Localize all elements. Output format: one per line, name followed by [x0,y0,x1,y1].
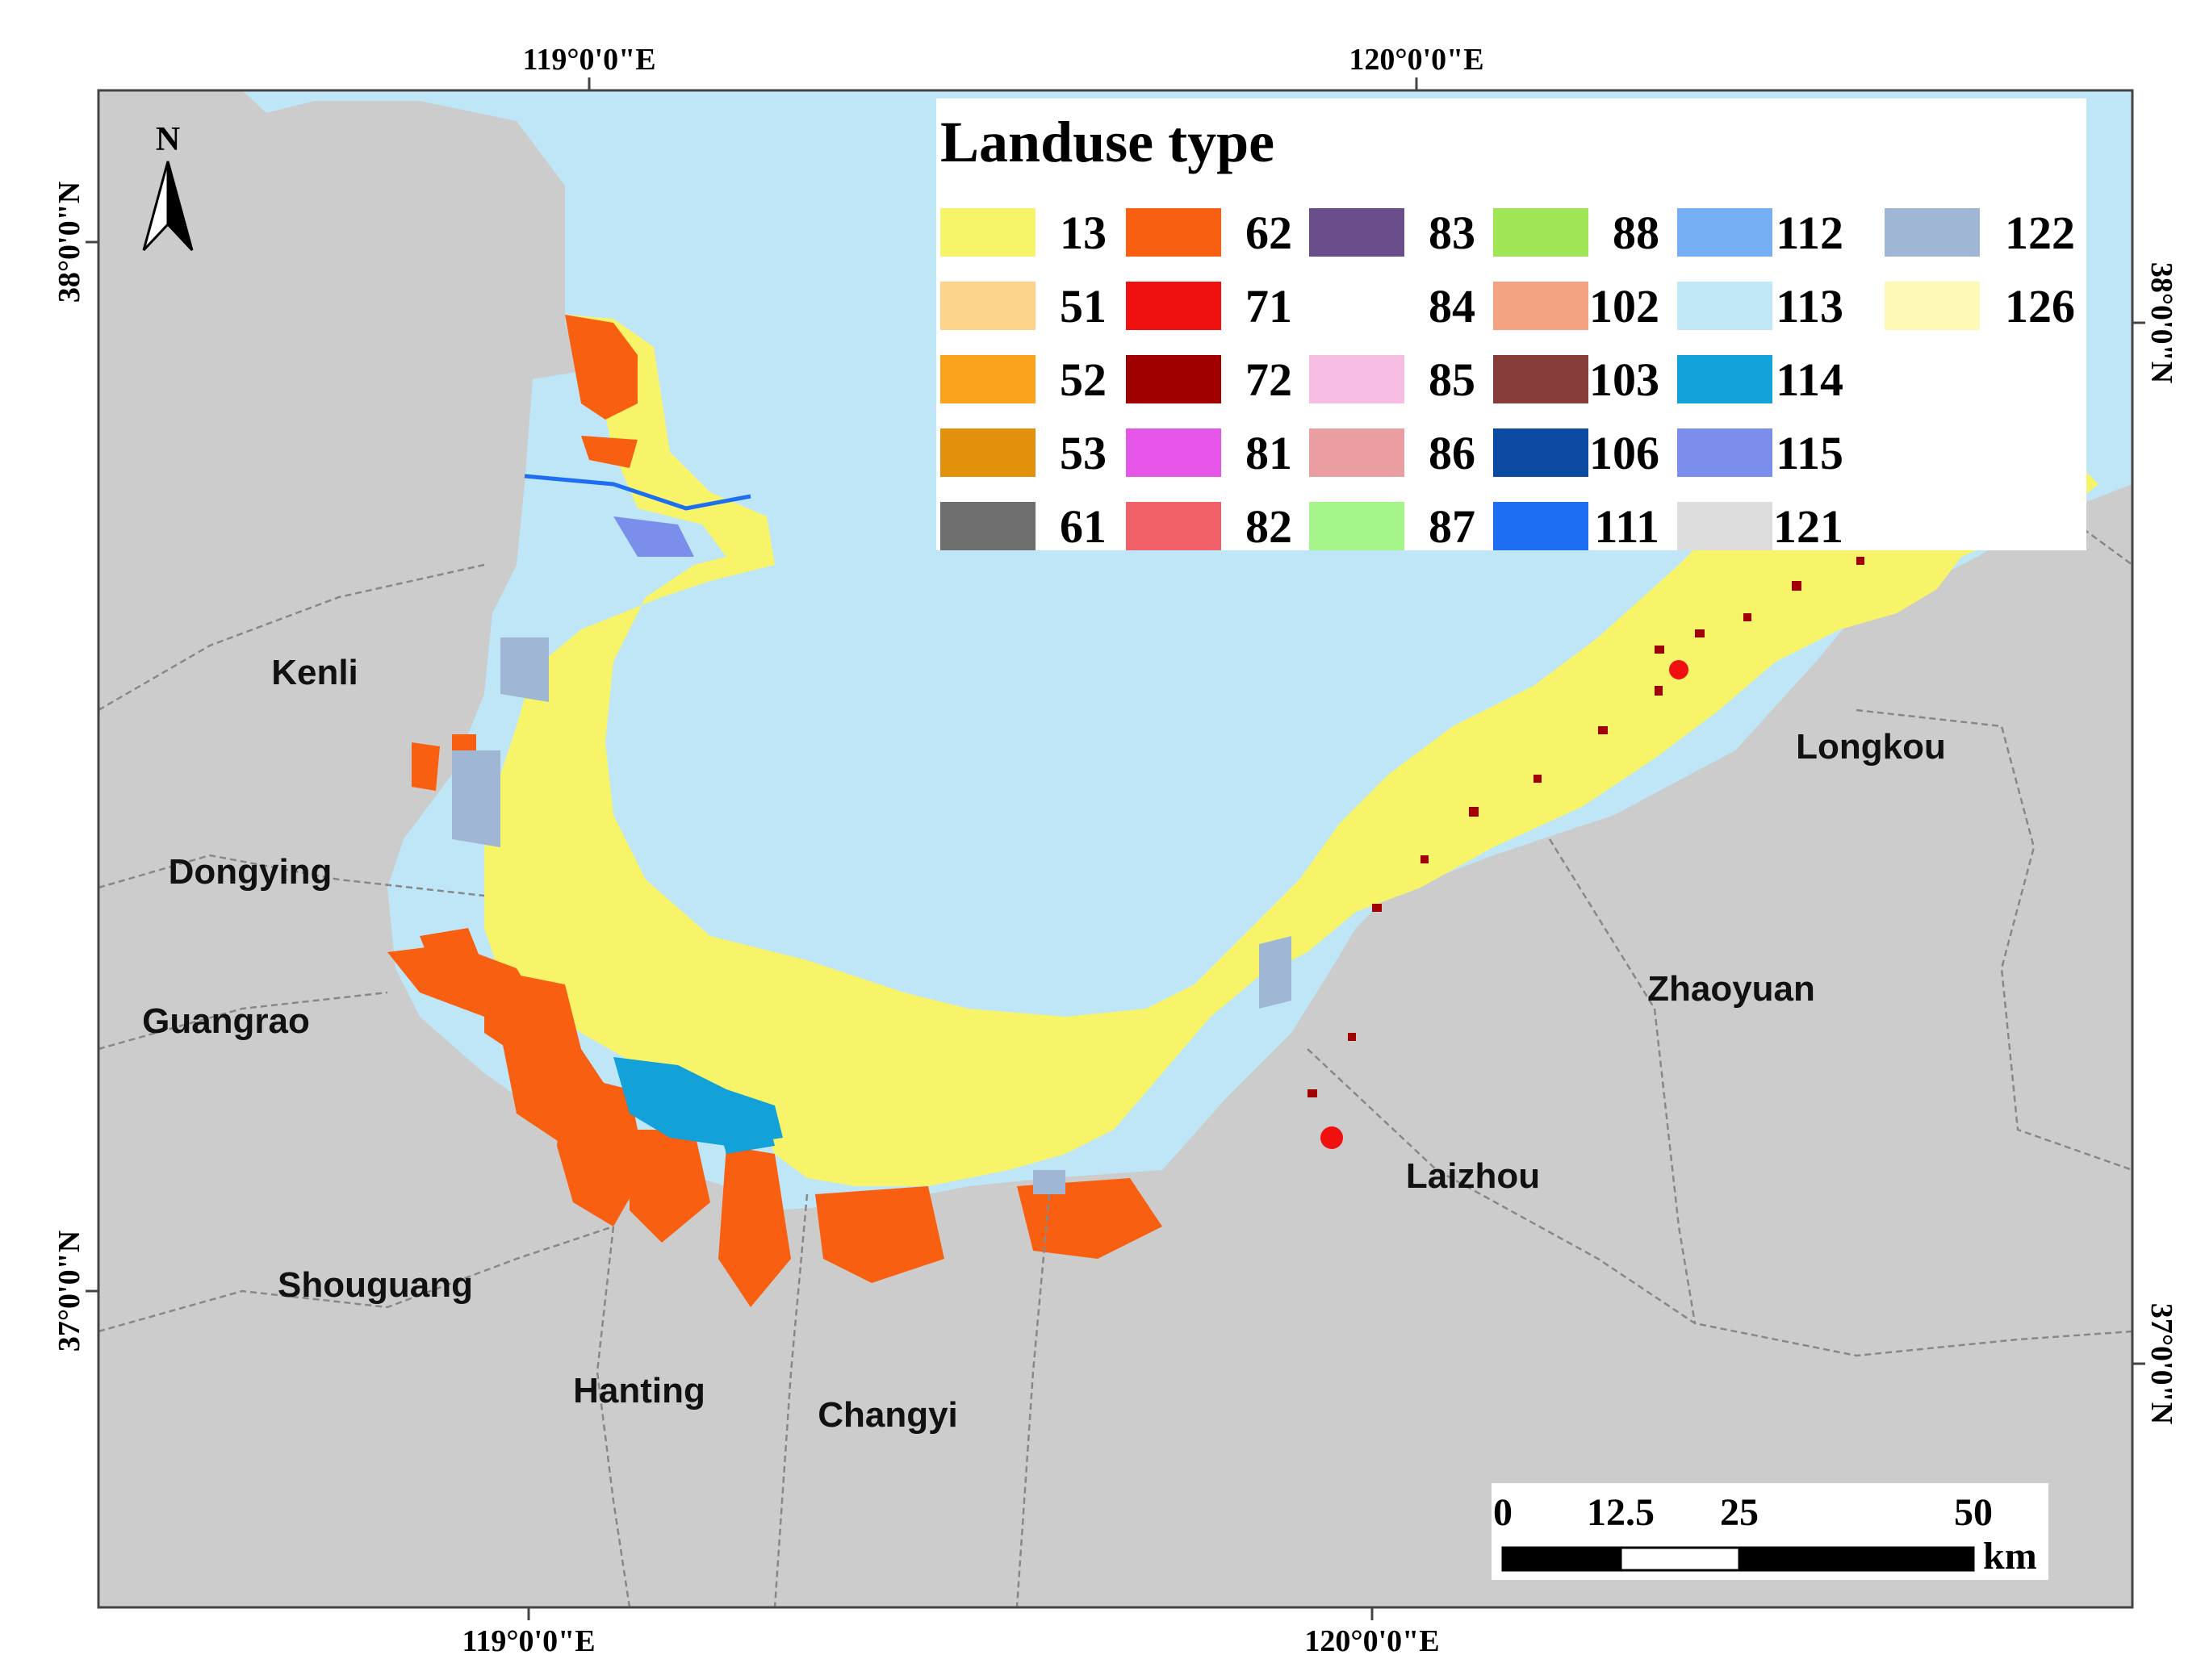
county-boundaries [98,515,2132,1607]
legend-swatch-85 [1309,355,1404,403]
scale-tick-label: 50 [1954,1491,1993,1534]
legend-swatch-112 [1677,208,1772,257]
legend-items: 13 51 52 53 61 62 71 72 81 82 83 84 85 86 87 88 102 103 10… [940,207,2075,553]
salt-pans [452,637,1291,1194]
legend-label-122: 122 [2005,207,2075,259]
scale-tick-label: 0 [1493,1491,1513,1534]
region-label: Changyi [818,1395,958,1435]
purple-patch [613,516,694,557]
water-ponds [613,1057,783,1154]
legend-label-87: 87 [1429,500,1475,553]
legend-swatch-88 [1493,208,1588,257]
region-label: Laizhou [1406,1156,1540,1196]
region-labels: Kenli Dongying Guangrao Shouguang Hantin… [142,653,1946,1435]
legend-label-114: 114 [1776,353,1843,406]
legend-swatch-62 [1126,208,1221,257]
legend-swatch-115 [1677,428,1772,477]
legend-swatch-13 [940,208,1036,257]
legend-label-106: 106 [1589,427,1659,479]
legend-swatch-84 [1309,282,1404,330]
coord-top-2: 120°0'0"E [1349,43,1483,77]
legend-swatch-103 [1493,355,1588,403]
region-label: Longkou [1796,727,1946,767]
legend-swatch-106 [1493,428,1588,477]
legend: Landuse type 13 51 52 53 61 62 71 72 81 82 83 84 85 8… [936,98,2086,553]
coord-right-1: 38°0'0"N [2144,262,2178,383]
scale-unit: km [1983,1535,2037,1578]
legend-swatch-82 [1126,502,1221,550]
coord-top-1: 119°0'0"E [522,43,655,77]
legend-swatch-102 [1493,282,1588,330]
legend-swatch-126 [1885,282,1980,330]
coastal-strip [484,315,2098,1186]
legend-swatch-83 [1309,208,1404,257]
legend-label-115: 115 [1776,427,1843,479]
legend-swatch-81 [1126,428,1221,477]
legend-swatch-51 [940,282,1036,330]
legend-swatch-71 [1126,282,1221,330]
map-frame [97,89,2134,1609]
scale-tick-label: 25 [1720,1491,1759,1534]
legend-label-84: 84 [1429,280,1475,332]
region-label: Dongying [169,852,333,892]
scale-tick-label: 12.5 [1587,1491,1655,1534]
legend-label-85: 85 [1429,353,1475,406]
north-arrow-label: N [156,121,180,158]
legend-swatch-87 [1309,502,1404,550]
scale-segment [1738,1546,1975,1572]
legend-label-88: 88 [1613,207,1659,259]
region-label: Kenli [271,653,358,692]
coord-ticks [86,77,2145,1620]
legend-title: Landuse type [940,110,1274,174]
legend-label-52: 52 [1060,353,1107,406]
legend-label-83: 83 [1429,207,1475,259]
legend-swatch-114 [1677,355,1772,403]
legend-label-121: 121 [1773,500,1843,553]
legend-label-103: 103 [1589,353,1659,406]
legend-label-126: 126 [2005,280,2075,332]
region-label: Guangrao [142,1001,310,1041]
legend-label-61: 61 [1060,500,1107,553]
urban-cluster [1320,660,1688,1149]
legend-swatch-86 [1309,428,1404,477]
legend-swatch-61 [940,502,1036,550]
legend-label-86: 86 [1429,427,1475,479]
legend-label-71: 71 [1245,280,1292,332]
legend-label-111: 111 [1594,500,1659,553]
legend-label-113: 113 [1776,280,1843,332]
region-label: Hanting [573,1371,705,1410]
legend-label-72: 72 [1245,353,1292,406]
legend-swatch-111 [1493,502,1588,550]
coord-bottom-2: 120°0'0"E [1304,1624,1439,1658]
coord-left-1: 38°0'0"N [52,182,86,303]
scale-bar: 0 12.5 25 50 km [1492,1483,2048,1580]
river [524,474,751,511]
legend-label-102: 102 [1589,280,1659,332]
legend-label-13: 13 [1060,207,1107,259]
scale-segment [1501,1546,1622,1572]
region-label: Zhaoyuan [1647,969,1815,1009]
legend-label-53: 53 [1060,427,1107,479]
legend-swatch-121 [1677,502,1772,550]
legend-swatch-122 [1885,208,1980,257]
legend-swatch-53 [940,428,1036,477]
legend-label-62: 62 [1245,207,1292,259]
scale-segment [1619,1546,1741,1572]
legend-label-81: 81 [1245,427,1292,479]
legend-label-51: 51 [1060,280,1107,332]
legend-swatch-52 [940,355,1036,403]
legend-swatch-72 [1126,355,1221,403]
north-arrow: N [142,121,194,252]
legend-label-112: 112 [1776,207,1843,259]
coord-left-2: 37°0'0"N [52,1231,86,1352]
region-label: Shouguang [278,1265,473,1305]
coord-bottom-1: 119°0'0"E [462,1624,595,1658]
legend-label-82: 82 [1245,500,1292,553]
legend-swatch-113 [1677,282,1772,330]
coord-right-2: 37°0'0"N [2144,1303,2178,1424]
